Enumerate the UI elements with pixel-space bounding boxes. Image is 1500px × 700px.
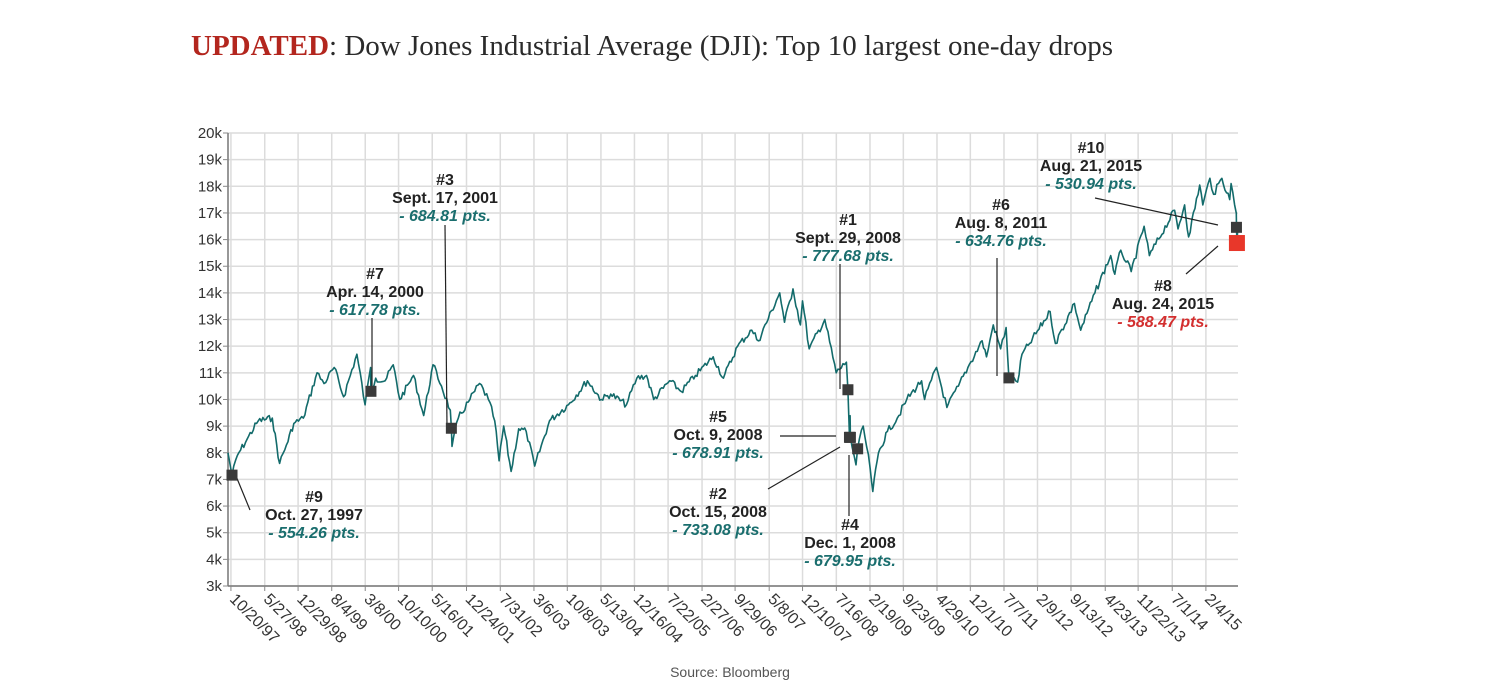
annotation-rank: #9 (305, 489, 323, 506)
y-tick-label: 4k (206, 551, 222, 568)
annotation-rank: #6 (992, 197, 1010, 214)
annotation-points: - 617.78 pts. (329, 302, 421, 319)
annotation-points: - 733.08 pts. (672, 522, 764, 539)
y-tick-label: 8k (206, 445, 222, 462)
series-line (227, 177, 1239, 493)
title-text: : Dow Jones Industrial Average (DJI): To… (329, 30, 1114, 62)
annotation-leader-line (444, 224, 448, 428)
annotation-rank: #1 (839, 212, 857, 229)
annotation-leader-line (1094, 197, 1219, 226)
annotation-points: - 678.91 pts. (672, 445, 764, 462)
y-tick-label: 13k (198, 312, 223, 329)
annotation-leader-line (767, 446, 841, 490)
drop-marker (1230, 221, 1242, 233)
y-tick-label: 7k (206, 471, 222, 488)
annotation-rank: #3 (436, 172, 454, 189)
y-tick-label: 17k (198, 205, 223, 222)
annotation-rank: #2 (709, 486, 727, 503)
y-tick-label: 5k (206, 525, 222, 542)
y-tick-label: 20k (198, 125, 223, 142)
series-layer (227, 177, 1239, 493)
y-axis-ticks: 3k 4k 5k 6k 7k 8k 9k 10k 11k 12k 13k 14k 15k 16k 17k 18… (198, 125, 228, 595)
drop-marker (365, 385, 377, 397)
chart-axes (227, 133, 1238, 587)
annotation-points: - 684.81 pts. (399, 208, 491, 225)
drop-marker (852, 443, 864, 455)
y-tick-label: 10k (198, 391, 223, 408)
y-tick-label: 19k (198, 152, 223, 169)
drop-marker (226, 469, 238, 481)
annotation-date: Aug. 24, 2015 (1112, 296, 1214, 313)
annotation-date: Aug. 8, 2011 (955, 215, 1048, 232)
annotation-points: - 554.26 pts. (268, 525, 360, 542)
annotation-leader-line (235, 475, 251, 511)
drop-marker (843, 431, 855, 443)
annotation-date: Dec. 1, 2008 (804, 535, 896, 552)
annotation-rank: #8 (1154, 278, 1172, 295)
y-tick-label: 12k (198, 338, 223, 355)
annotation-points: - 777.68 pts. (802, 248, 894, 265)
annotation-rank: #5 (709, 409, 727, 426)
drop-marker (842, 384, 854, 396)
x-tick-label: 3/8/00 (360, 591, 404, 635)
annotation-points: - 634.76 pts. (955, 233, 1047, 250)
annotation-date: Apr. 14, 2000 (326, 284, 424, 301)
x-tick-label: 2/9/12 (1033, 591, 1077, 635)
annotation-date: Sept. 17, 2001 (392, 190, 498, 207)
annotation-points: - 530.94 pts. (1045, 176, 1137, 193)
annotation-date: Oct. 27, 1997 (265, 507, 363, 524)
annotation-date: Sept. 29, 2008 (795, 230, 901, 247)
highlight-drop-marker (1228, 235, 1245, 252)
annotation-leader-line (1185, 245, 1219, 275)
source-note: Source: Bloomberg (670, 664, 790, 680)
chart-title: UPDATED: Dow Jones Industrial Average (D… (191, 30, 1113, 63)
chart-grid (228, 132, 1238, 587)
annotation-rank: #4 (841, 517, 859, 534)
y-tick-label: 16k (198, 232, 223, 249)
y-tick-label: 11k (199, 365, 223, 382)
drop-marker (445, 422, 457, 434)
annotation-date: Oct. 9, 2008 (674, 427, 763, 444)
annotation-date: Oct. 15, 2008 (669, 504, 767, 521)
annotation-rank: #7 (366, 266, 384, 283)
annotation-date: Aug. 21, 2015 (1040, 158, 1142, 175)
drop-marker (1003, 372, 1015, 384)
y-tick-label: 3k (206, 578, 222, 595)
y-tick-label: 18k (198, 178, 223, 195)
annotation-points: - 588.47 pts. (1117, 314, 1209, 331)
x-axis-ticks: 10/20/975/27/9812/29/988/4/993/8/0010/10… (226, 586, 1245, 647)
annotation-points: - 679.95 pts. (804, 553, 896, 570)
title-updated-tag: UPDATED (191, 30, 330, 62)
y-tick-label: 9k (206, 418, 222, 435)
annotation-rank: #10 (1078, 140, 1105, 157)
x-tick-label: 2/4/15 (1201, 591, 1245, 635)
y-tick-label: 6k (206, 498, 222, 515)
y-tick-label: 15k (198, 258, 223, 275)
y-tick-label: 14k (198, 285, 223, 302)
